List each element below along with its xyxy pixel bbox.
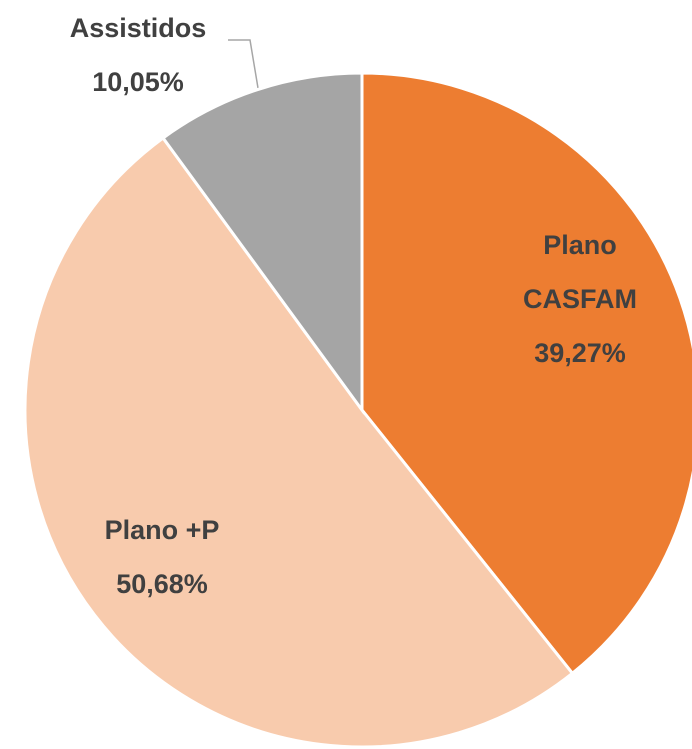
slice-label: Assistidos 10,05% xyxy=(23,1,253,109)
value-label: 10,05% xyxy=(92,67,184,97)
value-label: 50,68% xyxy=(116,569,208,599)
pie-slice xyxy=(360,71,692,676)
value-label: 39,27% xyxy=(534,338,626,368)
category-label: Plano CASFAM xyxy=(523,230,637,314)
pie-slice xyxy=(23,135,575,749)
pie-slice xyxy=(160,71,364,415)
slice-label: Plano CASFAM 39,27% xyxy=(505,218,655,380)
leader-line xyxy=(228,39,259,89)
slice-label: Plano +P 50,68% xyxy=(47,503,277,611)
category-label: Plano +P xyxy=(104,515,220,545)
category-label: Assistidos xyxy=(69,13,207,43)
